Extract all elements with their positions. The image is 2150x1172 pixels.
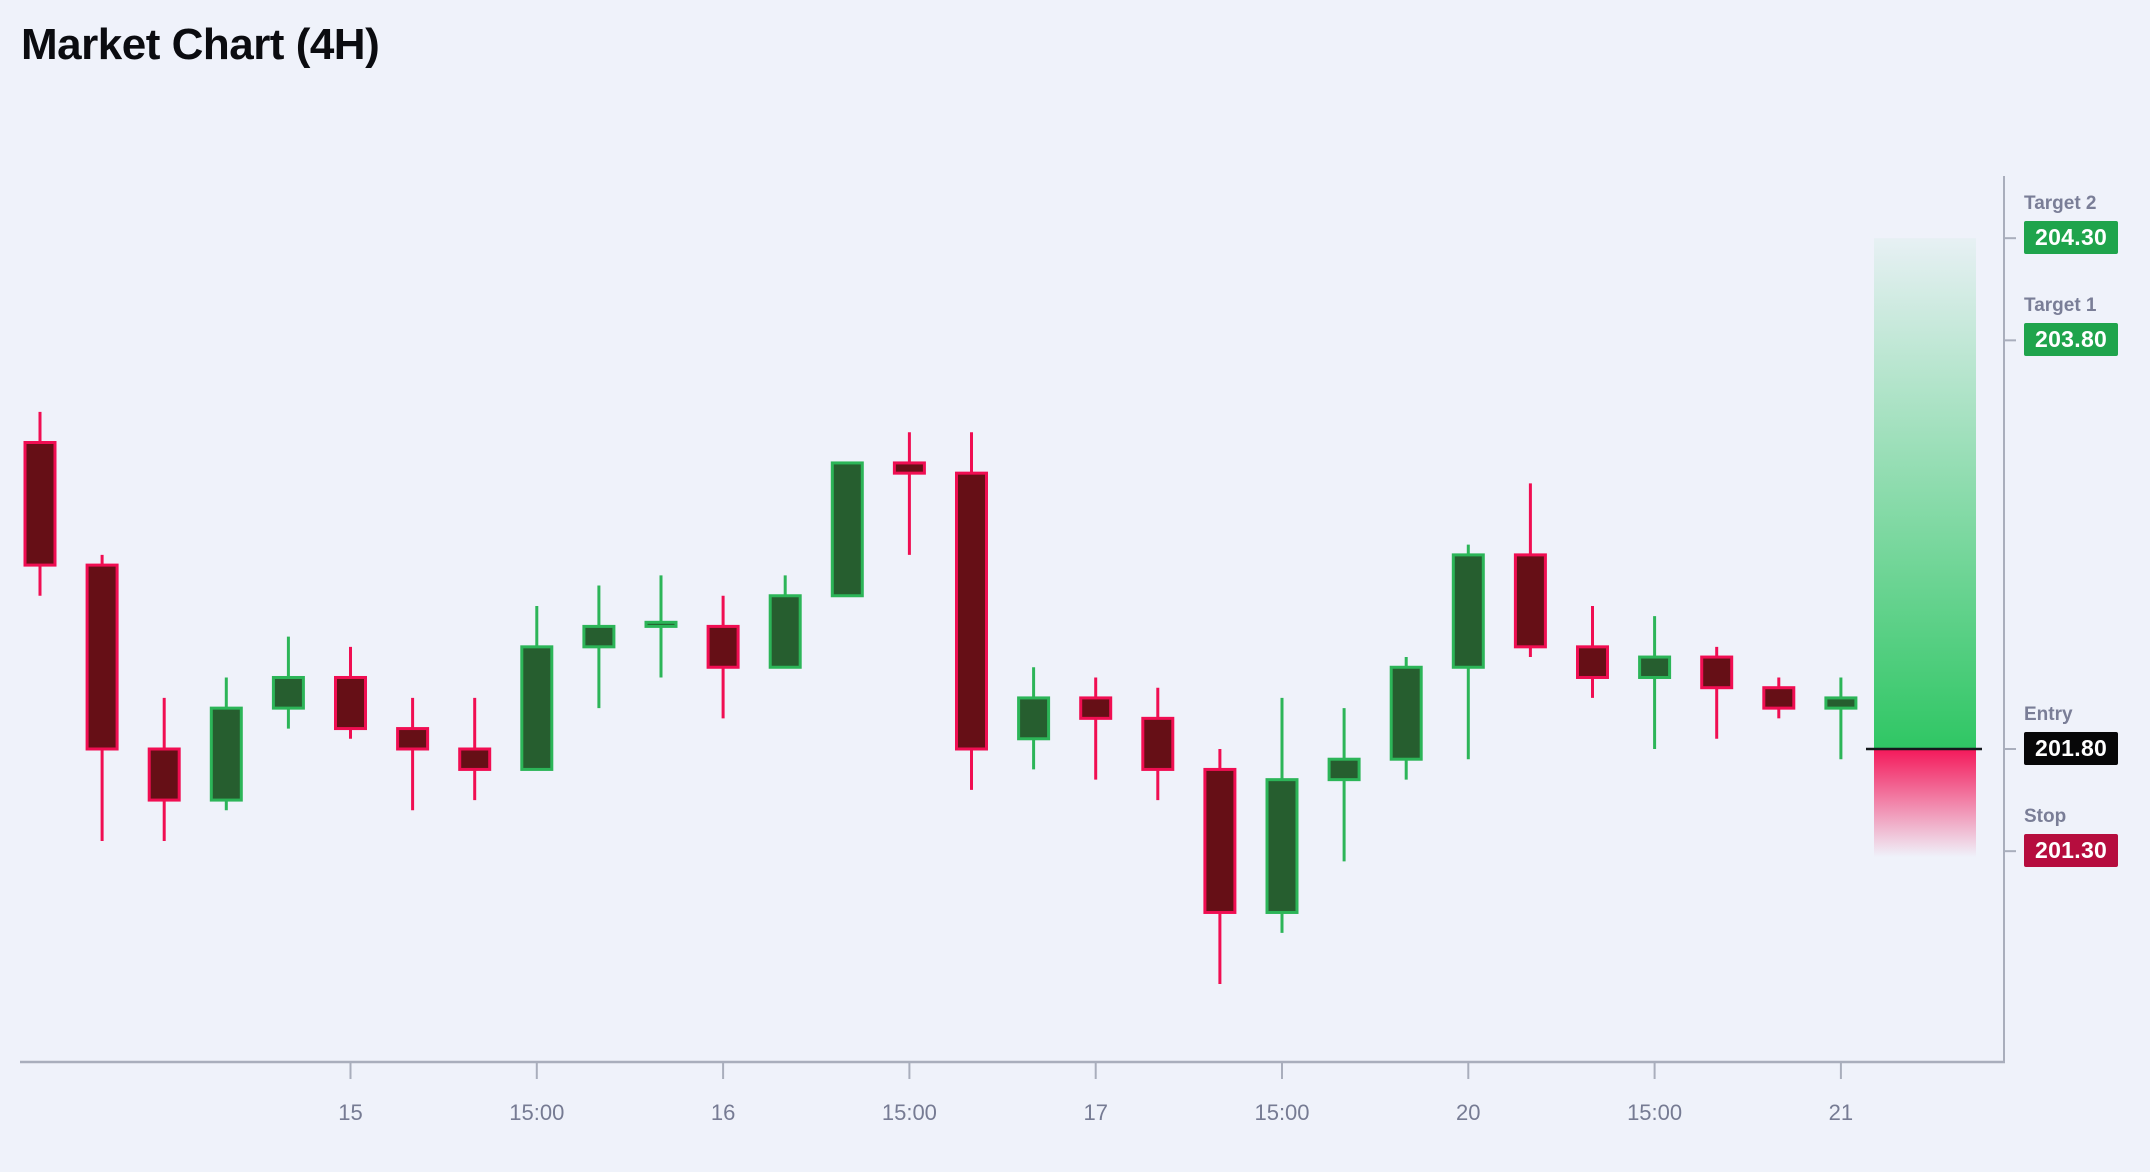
candle-19: [1203, 749, 1237, 984]
x-axis-label: 15:00: [1254, 1100, 1309, 1125]
candle-29: [1824, 677, 1858, 760]
profit-zone: [1874, 238, 1976, 750]
candle-22: [1389, 657, 1423, 780]
candle-body: [1451, 553, 1485, 669]
candle-body: [1824, 696, 1858, 710]
candle-body: [1327, 757, 1361, 782]
candle-body: [1141, 716, 1175, 771]
candle-body: [520, 645, 554, 771]
candle-body: [768, 594, 802, 669]
candle-17: [1079, 677, 1113, 780]
loss-zone: [1874, 749, 1976, 858]
candle-body: [644, 620, 678, 628]
candle-1: [85, 554, 119, 841]
candle-body: [1017, 696, 1051, 741]
candle-body: [1700, 655, 1734, 690]
candle-4: [271, 636, 305, 729]
candle-body: [85, 563, 119, 751]
candle-body: [209, 706, 243, 802]
x-axis-label: 15:00: [509, 1100, 564, 1125]
candle-body: [582, 624, 616, 649]
candle-5: [334, 646, 367, 739]
candle-18: [1141, 687, 1175, 801]
candle-body: [1638, 655, 1672, 679]
x-axis-label: 15: [338, 1100, 362, 1125]
candle-0: [23, 411, 57, 596]
candle-body: [1389, 665, 1423, 761]
page-title: Market Chart (4H): [21, 20, 380, 69]
candle-13: [830, 461, 864, 598]
candle-body: [1576, 645, 1609, 679]
x-axis-label: 15:00: [882, 1100, 937, 1125]
candle-body: [271, 675, 305, 710]
candle-3: [209, 677, 243, 811]
candle-24: [1513, 483, 1547, 658]
candle-12: [768, 575, 802, 669]
candle-body: [23, 441, 57, 567]
candle-body: [1079, 696, 1113, 720]
candle-11: [706, 595, 740, 719]
x-axis-label: 20: [1456, 1100, 1480, 1125]
candle-21: [1327, 708, 1361, 862]
candle-body: [830, 461, 864, 598]
candle-20: [1265, 697, 1299, 933]
x-axis-label: 17: [1083, 1100, 1107, 1125]
candle-body: [1513, 553, 1547, 649]
candle-10: [644, 575, 678, 678]
candle-body: [955, 471, 988, 751]
candle-body: [1762, 686, 1796, 710]
candle-body: [892, 461, 926, 475]
candle-26: [1638, 616, 1672, 749]
candle-28: [1762, 677, 1796, 719]
candle-6: [396, 697, 430, 811]
x-axis-label: 16: [711, 1100, 735, 1125]
candle-23: [1451, 544, 1485, 760]
candle-body: [458, 747, 492, 771]
candle-2: [147, 697, 181, 841]
candle-body: [147, 747, 181, 802]
candle-16: [1017, 667, 1051, 770]
candle-15: [955, 432, 988, 790]
candle-27: [1700, 646, 1734, 739]
x-axis-label: 15:00: [1627, 1100, 1682, 1125]
candle-body: [1265, 778, 1299, 914]
candle-7: [458, 697, 492, 801]
candle-body: [396, 727, 430, 751]
candle-body: [334, 675, 367, 731]
candle-8: [520, 605, 554, 771]
x-axis-label: 21: [1829, 1100, 1853, 1125]
candle-body: [1203, 767, 1237, 914]
candle-14: [892, 432, 926, 555]
candle-9: [582, 585, 616, 709]
candle-25: [1576, 605, 1609, 698]
candle-body: [706, 624, 740, 669]
